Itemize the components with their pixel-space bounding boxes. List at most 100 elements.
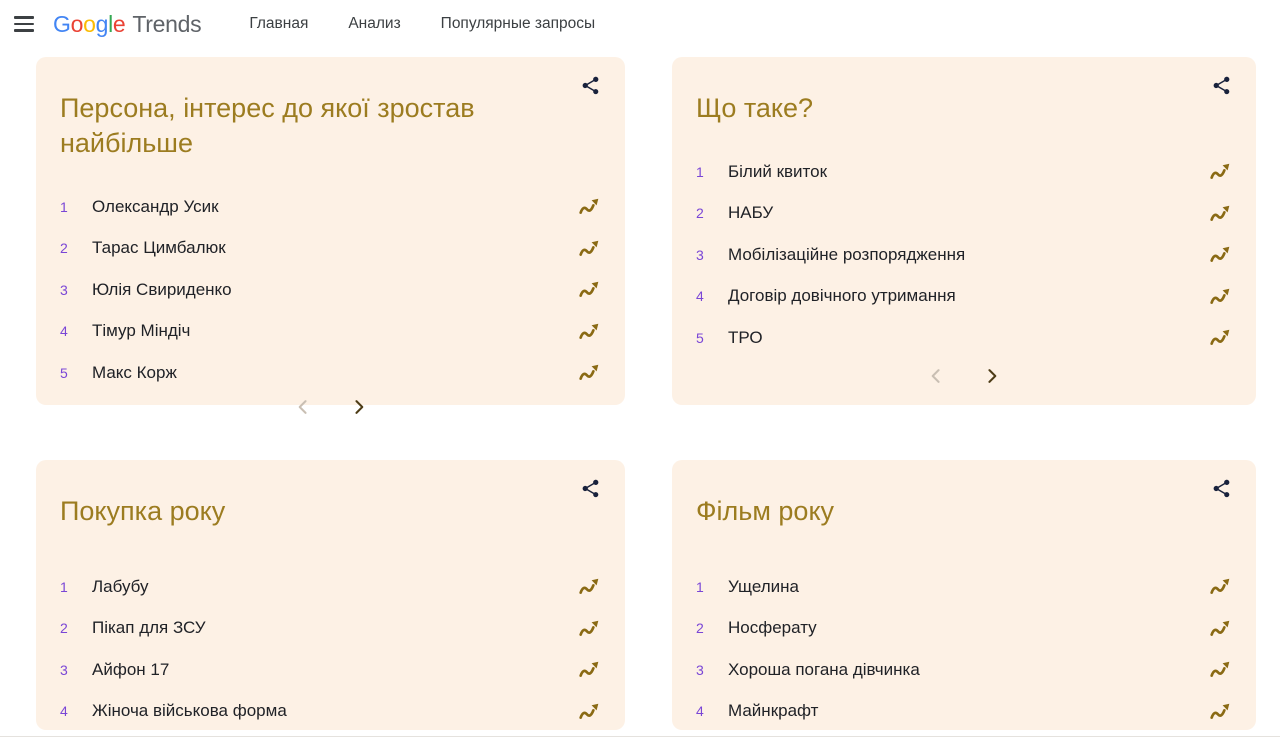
trending-up-icon [578, 658, 601, 681]
chevron-left-icon[interactable] [290, 394, 316, 420]
card-what-is: Що таке? 1 Білий квиток 2 НАБУ 3 Мобіліз… [672, 57, 1256, 405]
rank-number: 4 [696, 288, 704, 305]
trend-list-item[interactable]: 4 Тімур Міндіч [60, 311, 601, 353]
card-title: Покупка року [60, 496, 226, 527]
trend-list-item[interactable]: 1 Олександр Усик [60, 186, 601, 228]
rank-number: 3 [696, 246, 704, 263]
trend-query-label: Лабубу [92, 576, 149, 596]
trend-list-item[interactable]: 3 Мобілізаційне розпорядження [696, 234, 1232, 276]
share-icon[interactable] [1211, 478, 1232, 499]
card-header: Фільм року [696, 472, 1232, 552]
share-icon[interactable] [1211, 75, 1232, 96]
rank-number: 4 [60, 703, 68, 720]
trend-list: 1 Ущелина 2 Носферату 3 Хороша погана ді… [696, 566, 1232, 730]
rank-number: 3 [60, 281, 68, 298]
pagination [696, 363, 1232, 391]
trend-list-item[interactable]: 4 Майнкрафт [696, 691, 1232, 730]
trending-up-icon [1209, 575, 1232, 598]
trending-up-icon [1209, 243, 1232, 266]
trending-up-icon [1209, 617, 1232, 640]
logo-letter: l [108, 10, 113, 37]
google-trends-logo[interactable]: G o o g l e Trends [53, 10, 202, 38]
trend-query-label: Юлія Свириденко [92, 279, 232, 299]
nav-item-home[interactable]: Главная [249, 15, 309, 32]
rank-number: 4 [696, 703, 704, 720]
card-title: Що таке? [696, 93, 814, 124]
logo-letter: e [112, 10, 126, 37]
trend-list: 1 Олександр Усик 2 Тарас Цимбалюк 3 Юлія… [60, 186, 601, 394]
trending-up-icon [1209, 700, 1232, 723]
rank-number: 4 [60, 323, 68, 340]
trend-query-label: Макс Корж [92, 362, 177, 382]
trend-list-item[interactable]: 1 Білий квиток [696, 151, 1232, 193]
trend-list-item[interactable]: 3 Айфон 17 [60, 649, 601, 691]
rank-number: 2 [60, 620, 68, 637]
trend-query-label: Айфон 17 [92, 659, 170, 679]
trend-query-label: Договір довічного утримання [728, 286, 956, 306]
logo-letter: g [95, 10, 109, 37]
rank-number: 1 [60, 578, 68, 595]
trending-up-icon [578, 278, 601, 301]
rank-number: 2 [696, 620, 704, 637]
rank-number: 5 [60, 364, 68, 381]
card-top-person: Персона, інтерес до якої зростав найбіль… [36, 57, 625, 405]
logo-letter: o [70, 10, 84, 37]
hamburger-menu-icon[interactable] [2, 2, 46, 46]
section-divider [0, 736, 1280, 737]
trending-up-icon [1209, 202, 1232, 225]
chevron-right-icon[interactable] [346, 394, 372, 420]
trend-list-item[interactable]: 5 ТРО [696, 317, 1232, 359]
card-title: Персона, інтерес до якої зростав найбіль… [60, 93, 475, 159]
logo-letter: G [53, 10, 71, 37]
trend-query-label: Жіноча військова форма [92, 701, 287, 721]
rank-number: 1 [696, 163, 704, 180]
trending-up-icon [578, 617, 601, 640]
trend-list-item[interactable]: 4 Жіноча військова форма [60, 691, 601, 730]
rank-number: 2 [60, 240, 68, 257]
trend-query-label: Майнкрафт [728, 701, 819, 721]
trend-list-item[interactable]: 1 Лабубу [60, 566, 601, 608]
trending-up-icon [578, 195, 601, 218]
trend-query-label: Ущелина [728, 576, 799, 596]
chevron-left-icon[interactable] [923, 363, 949, 389]
card-film-of-year: Фільм року 1 Ущелина 2 Носферату 3 Хорош… [672, 460, 1256, 730]
trend-query-label: НАБУ [728, 203, 774, 223]
trend-list-item[interactable]: 4 Договір довічного утримання [696, 276, 1232, 318]
rank-number: 1 [696, 578, 704, 595]
main-nav: Главная Анализ Популярные запросы [249, 15, 595, 33]
trend-list-item[interactable]: 2 Пікап для ЗСУ [60, 607, 601, 649]
share-icon[interactable] [580, 478, 601, 499]
trending-up-icon [578, 237, 601, 260]
card-header: Покупка року [60, 472, 601, 552]
nav-item-explore[interactable]: Анализ [348, 15, 401, 32]
rank-number: 5 [696, 329, 704, 346]
logo-letter: o [83, 10, 96, 37]
trend-list-item[interactable]: 3 Хороша погана дівчинка [696, 649, 1232, 691]
trend-list-item[interactable]: 3 Юлія Свириденко [60, 269, 601, 311]
trending-up-icon [1209, 326, 1232, 349]
top-app-bar: G o o g l e Trends Главная Анализ Популя… [0, 0, 1280, 48]
trend-query-label: ТРО [728, 327, 763, 347]
trend-query-label: Тімур Міндіч [92, 321, 191, 341]
trend-query-label: Мобілізаційне розпорядження [728, 244, 966, 264]
trend-list: 1 Лабубу 2 Пікап для ЗСУ 3 Айфон 17 4 Жі… [60, 566, 601, 730]
trending-up-icon [1209, 658, 1232, 681]
trend-query-label: Пікап для ЗСУ [92, 618, 206, 638]
trending-up-icon [1209, 285, 1232, 308]
trend-list-item[interactable]: 1 Ущелина [696, 566, 1232, 608]
trend-query-label: Носферату [728, 618, 817, 638]
trending-up-icon [1209, 160, 1232, 183]
trend-query-label: Олександр Усик [92, 196, 219, 216]
trend-list-item[interactable]: 2 Тарас Цимбалюк [60, 227, 601, 269]
card-header: Що таке? [696, 69, 1232, 149]
chevron-right-icon[interactable] [979, 363, 1005, 389]
nav-item-trending[interactable]: Популярные запросы [440, 15, 596, 32]
trend-list-item[interactable]: 2 НАБУ [696, 192, 1232, 234]
trend-list-item[interactable]: 2 Носферату [696, 607, 1232, 649]
rank-number: 3 [696, 661, 704, 678]
trend-query-label: Білий квиток [728, 161, 828, 181]
trend-list-item[interactable]: 5 Макс Корж [60, 352, 601, 394]
card-title: Фільм року [696, 496, 835, 527]
share-icon[interactable] [580, 75, 601, 96]
rank-number: 3 [60, 661, 68, 678]
